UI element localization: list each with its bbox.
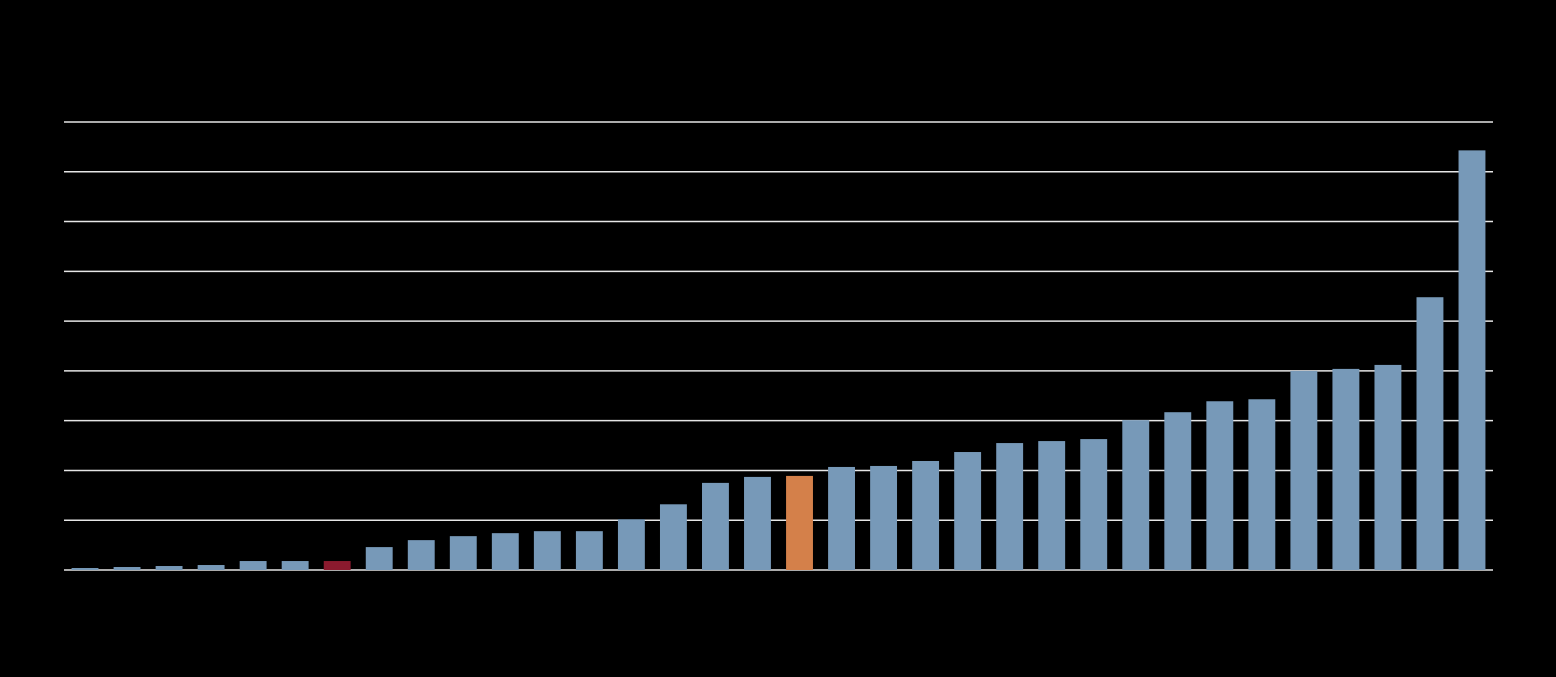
bar — [912, 460, 940, 570]
bar — [1080, 439, 1108, 570]
bar — [870, 465, 898, 570]
y-tick-label: 5 — [49, 313, 56, 327]
bar — [155, 566, 183, 570]
bar — [323, 561, 351, 570]
bar — [1416, 297, 1444, 570]
bar — [1248, 399, 1276, 570]
y-tick-label: 1 — [49, 512, 56, 526]
bar — [1458, 150, 1486, 570]
bar — [1122, 420, 1150, 570]
bar — [449, 536, 477, 570]
bar — [281, 561, 309, 570]
bar — [1332, 368, 1360, 570]
bar — [113, 567, 141, 570]
bar — [1164, 412, 1192, 570]
y-tick-label: 7 — [49, 214, 56, 228]
bar — [786, 475, 813, 570]
y-tick-label: 6 — [49, 264, 56, 278]
bar — [1206, 401, 1234, 570]
bar — [71, 568, 99, 570]
y-tick-label: 0 — [49, 562, 56, 576]
bar — [828, 466, 855, 570]
bar — [365, 547, 393, 570]
y-tick-label: 3 — [49, 413, 56, 427]
bar — [575, 531, 603, 570]
y-tick-label: 4 — [49, 363, 56, 377]
bar — [239, 561, 267, 570]
bar — [491, 533, 519, 570]
bar — [954, 452, 982, 570]
bar — [744, 476, 771, 570]
y-tick-label: 9 — [49, 114, 56, 128]
bar — [407, 540, 435, 570]
y-tick-label: 8 — [49, 164, 56, 178]
bar — [702, 482, 729, 570]
bar — [533, 531, 561, 570]
bar — [617, 519, 645, 570]
y-tick-label: 2 — [49, 463, 56, 477]
bar — [197, 565, 225, 570]
bar — [1038, 441, 1066, 570]
bar — [1290, 370, 1318, 570]
bar — [1374, 364, 1402, 570]
bar — [996, 443, 1024, 570]
bar — [659, 504, 687, 570]
